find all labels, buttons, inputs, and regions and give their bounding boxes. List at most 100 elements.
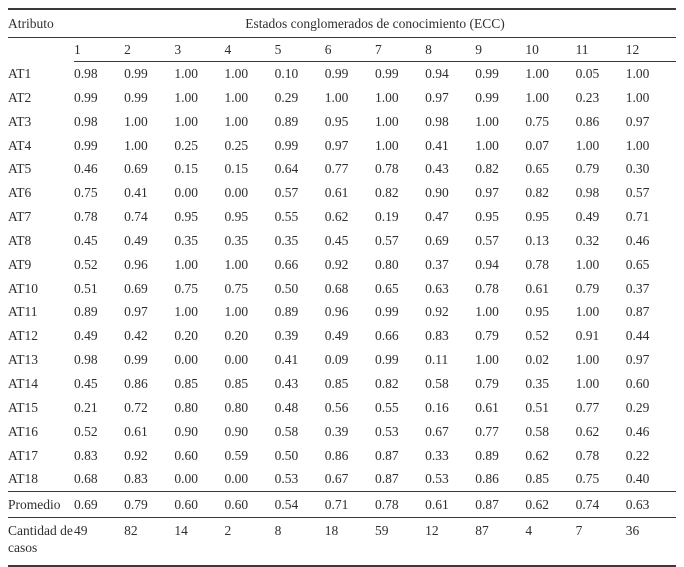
table-row: AT7 0.78 0.74 0.95 0.95 0.55 0.62 0.19 0.47 0.95 0…	[8, 205, 676, 229]
value-cell: 1.00	[224, 256, 249, 272]
value-cell: 0.52	[74, 256, 98, 272]
value-cell: 0.75	[74, 185, 98, 201]
value-cell: 0.02	[525, 352, 550, 368]
value-cell: 0.43	[425, 161, 449, 177]
value-cell: 0.32	[575, 232, 600, 248]
value-cell: 0.95	[525, 304, 550, 320]
table-row: AT2 0.99 0.99 1.00 1.00 0.29 1.00 1.00 0.97 0.99 1…	[8, 86, 676, 110]
value-cell: 0.61	[124, 423, 148, 439]
value-cell: 0.21	[74, 399, 98, 415]
value-cell: 0.64	[274, 161, 299, 177]
value-cell: 0.53	[274, 467, 325, 493]
value-cell: 0.45	[74, 375, 98, 391]
table-row: AT17 0.83 0.92 0.60 0.59 0.50 0.86 0.87 0.33 0.89…	[8, 444, 676, 468]
value-cell: 0.63	[425, 280, 449, 296]
value-cell: 0.58	[274, 423, 299, 439]
value-cell: 1.00	[374, 89, 399, 105]
value-cell: 0.60	[224, 491, 275, 519]
value-cell: 0.99	[124, 66, 148, 81]
value-cell: 0.78	[74, 209, 98, 225]
empty-header-cell	[8, 38, 74, 62]
value-cell: 0.80	[174, 399, 198, 415]
value-cell: 0.77	[575, 399, 600, 415]
value-cell: 1.00	[224, 89, 249, 105]
value-cell: 0.66	[274, 256, 299, 272]
value-cell: 0.66	[374, 328, 399, 344]
value-cell: 0.83	[124, 467, 175, 493]
value-cell: 0.19	[374, 209, 399, 225]
value-cell: 0.20	[224, 328, 249, 344]
value-cell: 0.82	[374, 185, 399, 201]
value-cell: 7	[575, 517, 626, 567]
value-cell: 0.54	[274, 491, 325, 519]
value-cell: 0.00	[224, 467, 275, 493]
value-cell: 0.95	[324, 113, 349, 129]
value-cell: 0.99	[374, 352, 399, 368]
value-cell: 0.89	[274, 304, 299, 320]
value-cell: 0.87	[625, 304, 650, 320]
value-cell: 1.00	[625, 137, 650, 153]
value-cell: 0.77	[475, 423, 499, 439]
table-footer: Promedio 0.69 0.79 0.60 0.60 0.54 0.71 0.78 0.61…	[8, 491, 676, 567]
value-cell: 0.00	[224, 352, 249, 368]
value-cell: 0.45	[74, 232, 98, 248]
value-cell: 0.58	[525, 423, 550, 439]
attribute-label: AT18	[8, 467, 74, 493]
table-row: AT11 0.89 0.97 1.00 1.00 0.89 0.96 0.99 0.92 1.00…	[8, 300, 676, 324]
value-cell: 1.00	[224, 113, 249, 129]
value-cell: 0.79	[575, 161, 600, 177]
value-cell: 0.95	[174, 209, 198, 225]
value-cell: 0.82	[374, 375, 399, 391]
value-cell: 8	[274, 517, 325, 567]
value-cell: 0.79	[475, 328, 499, 344]
value-cell: 0.65	[374, 280, 399, 296]
attribute-label: AT8	[8, 232, 32, 248]
value-cell: 0.58	[425, 375, 449, 391]
value-cell: 0.07	[525, 137, 550, 153]
value-cell: 0.72	[124, 399, 148, 415]
value-cell: 0.85	[224, 375, 249, 391]
value-cell: 0.15	[174, 161, 198, 177]
value-cell: 0.82	[525, 185, 550, 201]
value-cell: 0.46	[625, 423, 650, 439]
value-cell: 0.49	[124, 232, 148, 248]
value-cell: 0.83	[74, 447, 98, 463]
value-cell: 0.60	[174, 491, 225, 519]
value-cell: 0.69	[425, 232, 449, 248]
value-cell: 0.41	[425, 137, 449, 153]
value-cell: 0.39	[274, 328, 299, 344]
attribute-label: AT13	[8, 352, 38, 368]
value-cell: 0.62	[525, 447, 550, 463]
value-cell: 0.92	[324, 256, 349, 272]
value-cell: 0.99	[475, 89, 499, 105]
value-cell: 0.82	[475, 161, 499, 177]
value-cell: 0.52	[74, 423, 98, 439]
value-cell: 1.00	[174, 89, 198, 105]
table-row: AT18 0.68 0.83 0.00 0.00 0.53 0.67 0.87 0.53 0.86…	[8, 467, 676, 493]
table-row: AT4 0.99 1.00 0.25 0.25 0.99 0.97 1.00 0.41 1.00 0…	[8, 134, 676, 158]
value-cell: 82	[124, 517, 175, 567]
value-cell: 0.90	[224, 423, 249, 439]
value-cell: 0.87	[374, 467, 426, 493]
value-cell: 0.65	[625, 256, 650, 272]
ecc-column-header: 8	[425, 37, 476, 62]
value-cell: 0.85	[174, 375, 198, 391]
value-cell: 0.48	[274, 399, 299, 415]
value-cell: 0.87	[374, 447, 399, 463]
value-cell: 0.98	[74, 352, 98, 368]
value-cell: 0.85	[525, 467, 576, 493]
value-cell: 0.15	[224, 161, 249, 177]
value-cell: 0.51	[525, 399, 550, 415]
value-cell: 18	[324, 517, 375, 567]
table-row: AT9 0.52 0.96 1.00 1.00 0.66 0.92 0.80 0.37 0.94 0…	[8, 253, 676, 277]
value-cell: 0.00	[224, 185, 249, 201]
value-cell: 49	[74, 517, 125, 567]
value-cell: 0.67	[324, 467, 375, 493]
value-cell: 0.68	[74, 467, 125, 493]
ecc-column-header: 11	[575, 37, 626, 62]
value-cell: 0.65	[525, 161, 550, 177]
value-cell: 0.94	[475, 256, 499, 272]
value-cell: 12	[425, 517, 476, 567]
table-body: AT1 0.98 0.99 1.00 1.00 0.10 0.99 0.99 0.94 0.99 1…	[8, 62, 676, 493]
